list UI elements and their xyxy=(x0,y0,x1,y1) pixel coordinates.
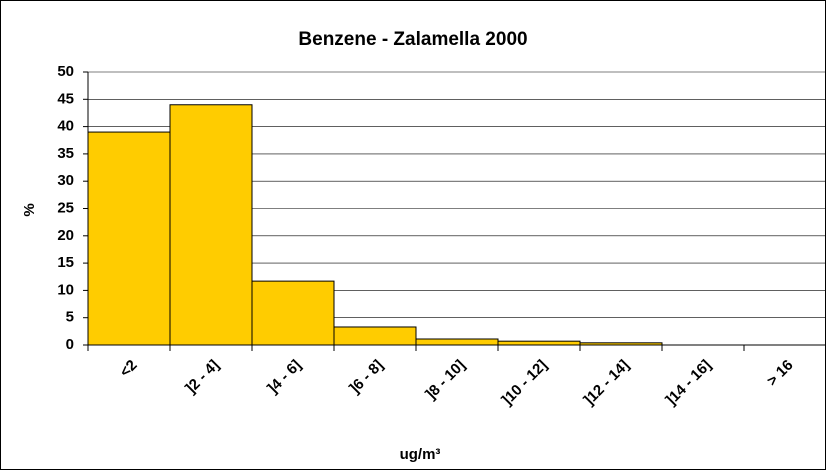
y-tick-label: 50 xyxy=(57,63,74,80)
y-tick-label: 45 xyxy=(57,90,74,107)
y-tick-label: 5 xyxy=(66,309,74,326)
y-tick-label: 30 xyxy=(57,172,74,189)
y-tick-label: 40 xyxy=(57,118,74,135)
bar xyxy=(497,340,581,346)
y-tick-label: 35 xyxy=(57,145,74,162)
y-tick-label: 0 xyxy=(66,336,74,353)
bar xyxy=(87,131,171,346)
bar xyxy=(333,326,417,346)
y-tick-label: 15 xyxy=(57,254,74,271)
y-axis-label: % xyxy=(21,203,38,216)
y-tick-label: 10 xyxy=(57,281,74,298)
y-tick-label: 25 xyxy=(57,199,74,216)
chart-title: Benzene - Zalamella 2000 xyxy=(298,29,527,50)
bar xyxy=(415,338,499,346)
x-axis-label: ug/m³ xyxy=(400,446,441,463)
bar xyxy=(251,280,335,346)
bar xyxy=(169,104,253,346)
y-tick-label: 20 xyxy=(57,227,74,244)
